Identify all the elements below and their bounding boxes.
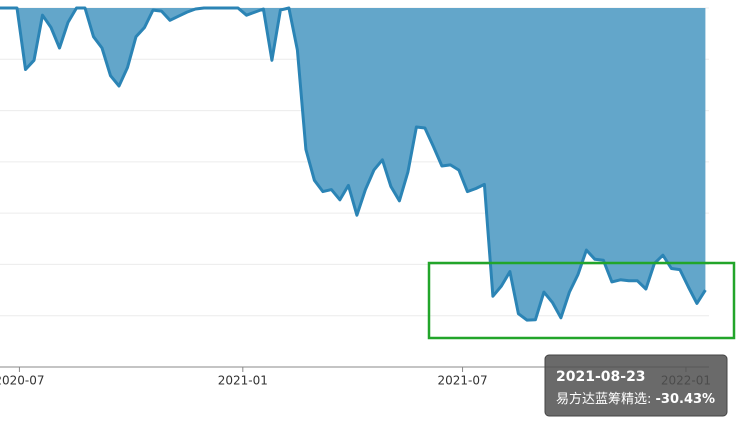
highlight-box — [427, 261, 736, 340]
x-tick-label: 2021-01 — [218, 374, 268, 388]
x-tick-label: 2020-07 — [0, 374, 44, 388]
tooltip-value: -30.43% — [656, 392, 716, 407]
tooltip-date: 2021-08-23 — [556, 369, 646, 385]
area — [0, 8, 706, 321]
tooltip: 2021-08-23 易方达蓝筹精选: -30.43% — [544, 354, 728, 417]
tooltip-box — [544, 354, 728, 417]
tooltip-series: 易方达蓝筹精选: — [556, 391, 651, 407]
plot — [0, 6, 707, 322]
x-tick-label: 2021-07 — [437, 374, 487, 388]
tooltip-text: 易方达蓝筹精选: -30.43% — [556, 391, 715, 407]
line — [0, 6, 707, 322]
